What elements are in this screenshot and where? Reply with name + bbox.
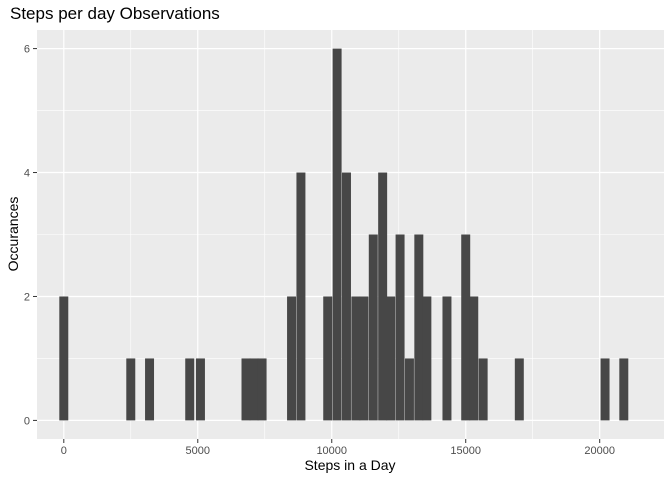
histogram-bar bbox=[59, 296, 69, 421]
histogram-bar bbox=[414, 234, 424, 421]
x-axis-title: Steps in a Day bbox=[304, 457, 395, 473]
y-tick-label: 6 bbox=[24, 44, 30, 56]
histogram-bar bbox=[351, 296, 361, 421]
histogram-bar bbox=[461, 234, 471, 421]
histogram-bar bbox=[386, 296, 396, 421]
chart-title: Steps per day Observations bbox=[10, 4, 220, 23]
y-tick-label: 0 bbox=[24, 415, 30, 427]
histogram-bar bbox=[478, 358, 488, 421]
histogram-bar bbox=[126, 358, 136, 421]
x-tick-label: 5000 bbox=[186, 445, 210, 457]
y-tick-label: 4 bbox=[24, 168, 30, 180]
histogram-bar bbox=[332, 48, 342, 421]
histogram-bar bbox=[514, 358, 524, 421]
histogram-bar bbox=[296, 172, 306, 421]
histogram-bar bbox=[257, 358, 267, 421]
histogram-bar bbox=[469, 296, 479, 421]
histogram-bar bbox=[422, 296, 432, 421]
x-tick-label: 15000 bbox=[450, 445, 481, 457]
x-tick-label: 20000 bbox=[584, 445, 615, 457]
histogram-bar bbox=[287, 296, 297, 421]
histogram-bar bbox=[395, 234, 405, 421]
histogram-bar bbox=[323, 296, 333, 421]
histogram-bar bbox=[368, 234, 378, 421]
x-tick-label: 10000 bbox=[316, 445, 347, 457]
histogram-bar bbox=[341, 172, 351, 421]
x-axis-ticks: 0 5000 10000 15000 20000 bbox=[61, 439, 615, 457]
histogram-bar bbox=[185, 358, 195, 421]
histogram-bar bbox=[145, 358, 155, 421]
histogram-bar bbox=[600, 358, 610, 421]
x-tick-label: 0 bbox=[61, 445, 67, 457]
histogram-bar bbox=[195, 358, 205, 421]
y-axis-ticks: 0 2 4 6 bbox=[24, 44, 37, 427]
histogram-bar bbox=[378, 172, 388, 421]
y-axis-title: Occurances bbox=[5, 197, 21, 272]
histogram-bar bbox=[404, 358, 414, 421]
histogram-bar bbox=[619, 358, 629, 421]
histogram-bars bbox=[59, 48, 629, 421]
histogram-bar bbox=[359, 296, 369, 421]
y-tick-label: 2 bbox=[24, 291, 30, 303]
histogram-bar bbox=[442, 296, 452, 421]
histogram-bar bbox=[249, 358, 259, 421]
histogram-bar bbox=[241, 358, 251, 421]
